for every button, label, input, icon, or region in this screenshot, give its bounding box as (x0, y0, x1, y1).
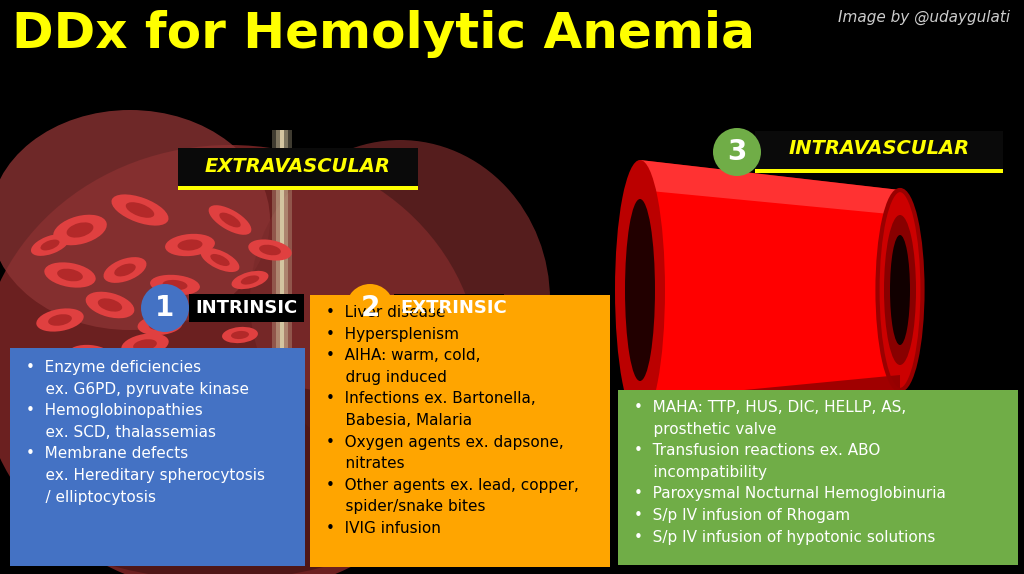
Bar (178, 186, 418, 190)
Ellipse shape (163, 280, 187, 290)
Polygon shape (640, 375, 900, 420)
Bar (288, 130, 292, 440)
Ellipse shape (184, 355, 205, 365)
Ellipse shape (884, 215, 916, 365)
Ellipse shape (259, 245, 281, 255)
Ellipse shape (115, 263, 136, 277)
Ellipse shape (126, 202, 155, 218)
Ellipse shape (148, 320, 171, 330)
Ellipse shape (625, 199, 655, 381)
Text: INTRAVASCULAR: INTRAVASCULAR (788, 139, 970, 158)
Ellipse shape (210, 254, 229, 266)
Ellipse shape (201, 305, 219, 316)
Circle shape (141, 284, 189, 332)
Ellipse shape (165, 234, 215, 256)
Ellipse shape (177, 239, 203, 251)
Ellipse shape (0, 110, 270, 330)
Bar (284, 130, 288, 440)
Bar (755, 131, 1002, 173)
Bar (272, 130, 276, 440)
Ellipse shape (137, 315, 182, 335)
Text: 3: 3 (727, 138, 746, 166)
Ellipse shape (219, 212, 241, 227)
Ellipse shape (36, 308, 84, 332)
Ellipse shape (222, 327, 258, 343)
Ellipse shape (248, 239, 292, 261)
Text: EXTRINSIC: EXTRINSIC (400, 299, 507, 317)
Text: Image by @udaygulati: Image by @udaygulati (838, 10, 1010, 25)
Text: •  Enzyme deficiencies
    ex. G6PD, pyruvate kinase
•  Hemoglobinopathies
    e: • Enzyme deficiencies ex. G6PD, pyruvate… (26, 360, 265, 505)
Ellipse shape (0, 145, 480, 574)
Ellipse shape (121, 333, 169, 356)
Ellipse shape (103, 257, 146, 283)
Ellipse shape (231, 271, 268, 289)
Text: •  MAHA: TTP, HUS, DIC, HELLP, AS,
    prosthetic valve
•  Transfusion reactions: • MAHA: TTP, HUS, DIC, HELLP, AS, prosth… (634, 400, 946, 545)
Ellipse shape (190, 299, 229, 321)
Ellipse shape (878, 190, 923, 390)
Ellipse shape (57, 269, 83, 281)
Text: •  Liver disease
•  Hypersplenism
•  AIHA: warm, cold,
    drug induced
•  Infec: • Liver disease • Hypersplenism • AIHA: … (326, 305, 579, 536)
Ellipse shape (174, 350, 215, 370)
Ellipse shape (98, 298, 122, 312)
Ellipse shape (241, 276, 259, 285)
Ellipse shape (151, 275, 200, 295)
Ellipse shape (44, 262, 95, 288)
Bar (310, 295, 610, 567)
Bar (755, 169, 1002, 173)
Circle shape (713, 128, 761, 176)
Bar (394, 294, 504, 322)
Polygon shape (640, 160, 900, 420)
Ellipse shape (79, 350, 101, 360)
Ellipse shape (201, 248, 240, 272)
Ellipse shape (48, 314, 72, 326)
Ellipse shape (209, 205, 251, 235)
Ellipse shape (112, 195, 169, 226)
Ellipse shape (86, 292, 134, 318)
Ellipse shape (41, 239, 59, 250)
Ellipse shape (67, 222, 93, 238)
Ellipse shape (615, 160, 665, 420)
Ellipse shape (10, 380, 430, 574)
Ellipse shape (231, 331, 249, 339)
Circle shape (346, 284, 394, 332)
Ellipse shape (68, 345, 112, 365)
Text: 2: 2 (360, 294, 380, 322)
Bar (280, 130, 284, 440)
Polygon shape (640, 160, 900, 215)
Ellipse shape (53, 215, 106, 245)
Ellipse shape (890, 235, 910, 345)
Ellipse shape (133, 339, 157, 351)
Bar (276, 130, 280, 440)
Ellipse shape (250, 140, 550, 460)
Bar (189, 294, 304, 322)
Text: INTRINSIC: INTRINSIC (195, 299, 297, 317)
Bar (618, 390, 1018, 565)
Ellipse shape (31, 234, 69, 256)
Text: 1: 1 (156, 294, 175, 322)
Bar (178, 148, 418, 190)
Text: DDx for Hemolytic Anemia: DDx for Hemolytic Anemia (12, 10, 755, 58)
Text: EXTRAVASCULAR: EXTRAVASCULAR (205, 157, 391, 176)
Bar (10, 348, 305, 566)
